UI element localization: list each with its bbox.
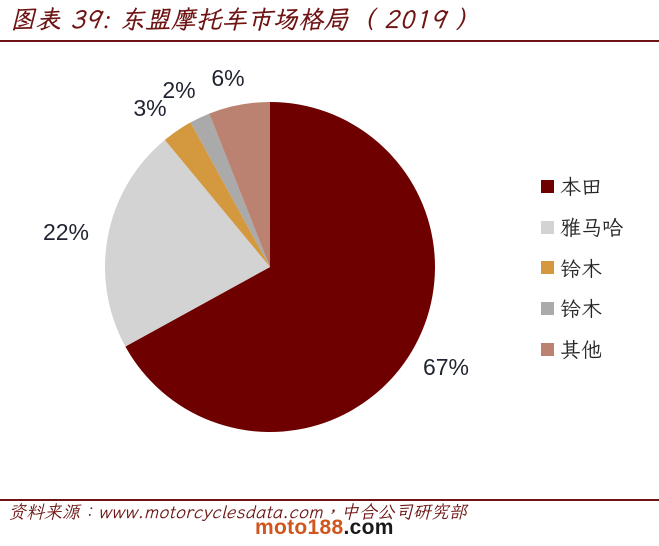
svg-text:2%: 2%	[162, 77, 195, 103]
svg-text:6%: 6%	[211, 65, 244, 91]
svg-text:22%: 22%	[43, 219, 89, 245]
svg-text:67%: 67%	[423, 354, 469, 380]
